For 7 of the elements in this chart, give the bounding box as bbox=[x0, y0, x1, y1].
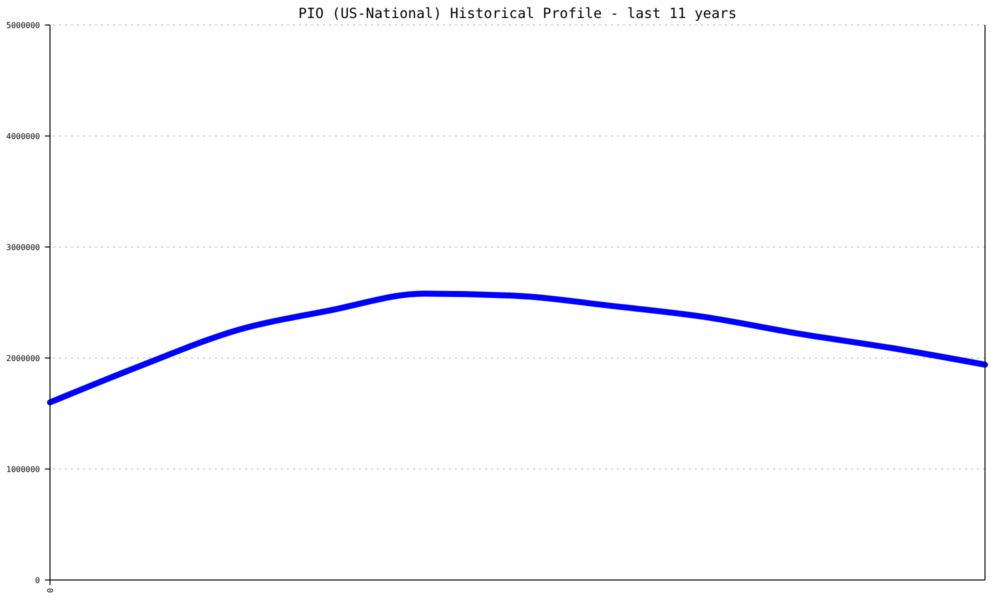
y-tick-label: 5000000 bbox=[6, 20, 40, 30]
y-tick-label: 1000000 bbox=[6, 464, 40, 474]
y-tick-label: 4000000 bbox=[6, 132, 40, 141]
category-label: 0 bbox=[46, 588, 55, 593]
chart-title: PIO (US-National) Historical Profile - last 11 years bbox=[298, 6, 737, 22]
y-tick-label: 3000000 bbox=[6, 242, 40, 252]
y-tick-label: 2000000 bbox=[6, 354, 40, 363]
